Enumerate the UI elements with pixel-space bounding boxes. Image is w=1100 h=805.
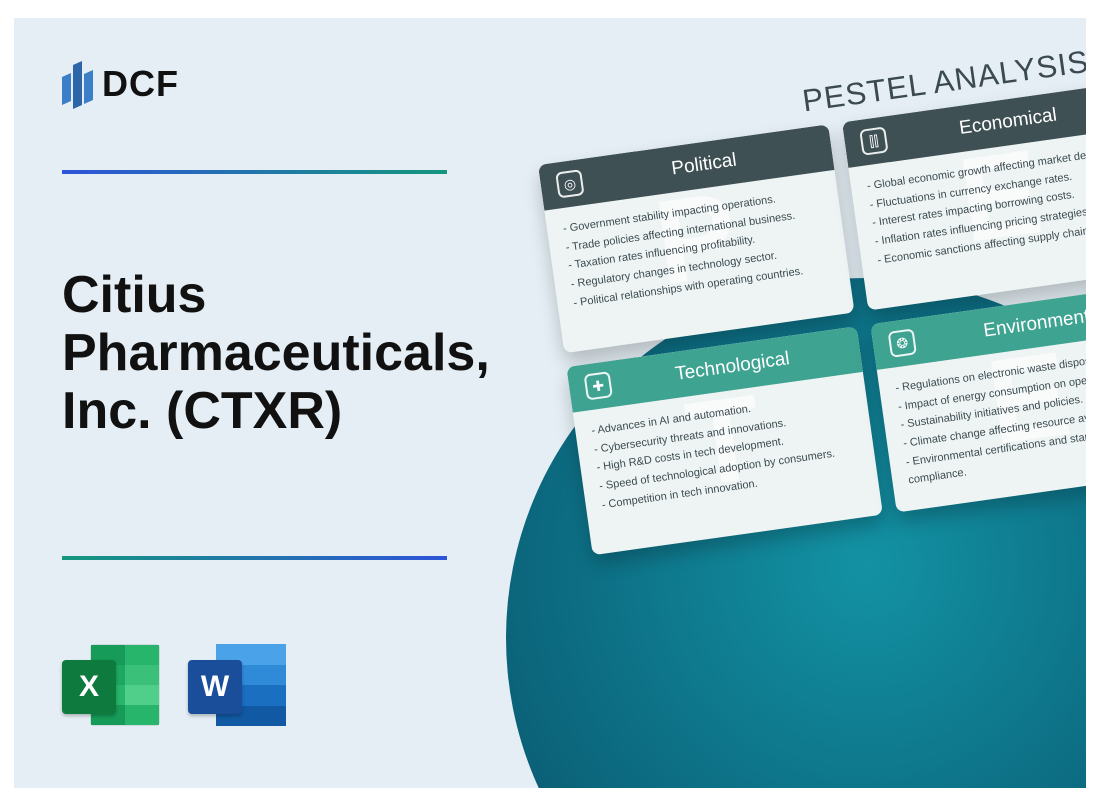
word-icon: W	[188, 638, 286, 736]
excel-letter: X	[62, 660, 116, 714]
pestel-panel: PESTEL ANALYSIS P◎PoliticalGovernment st…	[532, 38, 1086, 555]
infographic-canvas: DCF Citius Pharmaceuticals, Inc. (CTXR) …	[14, 18, 1086, 788]
pestel-card-political: P◎PoliticalGovernment stability impactin…	[538, 124, 855, 353]
political-icon: ◎	[555, 169, 584, 198]
divider-bottom	[62, 556, 447, 560]
dcf-logo: DCF	[62, 58, 179, 110]
economical-icon: ⫿⫿	[859, 126, 888, 155]
technological-icon: ✚	[584, 371, 613, 400]
divider-top	[62, 170, 447, 174]
app-icons-row: X W	[62, 638, 286, 736]
excel-icon: X	[62, 638, 160, 736]
word-letter: W	[188, 660, 242, 714]
pestel-card-environment: E❂EnvironmentRegulations on electronic w…	[870, 284, 1086, 513]
pestel-grid: P◎PoliticalGovernment stability impactin…	[538, 82, 1086, 556]
pestel-card-economical: E⫿⫿EconomicalGlobal economic growth affe…	[842, 82, 1086, 311]
environment-icon: ❂	[888, 328, 917, 357]
logo-bars-icon	[62, 58, 94, 110]
logo-text: DCF	[102, 63, 179, 105]
pestel-card-technological: T✚TechnologicalAdvances in AI and automa…	[566, 326, 883, 555]
page-title: Citius Pharmaceuticals, Inc. (CTXR)	[62, 266, 482, 441]
